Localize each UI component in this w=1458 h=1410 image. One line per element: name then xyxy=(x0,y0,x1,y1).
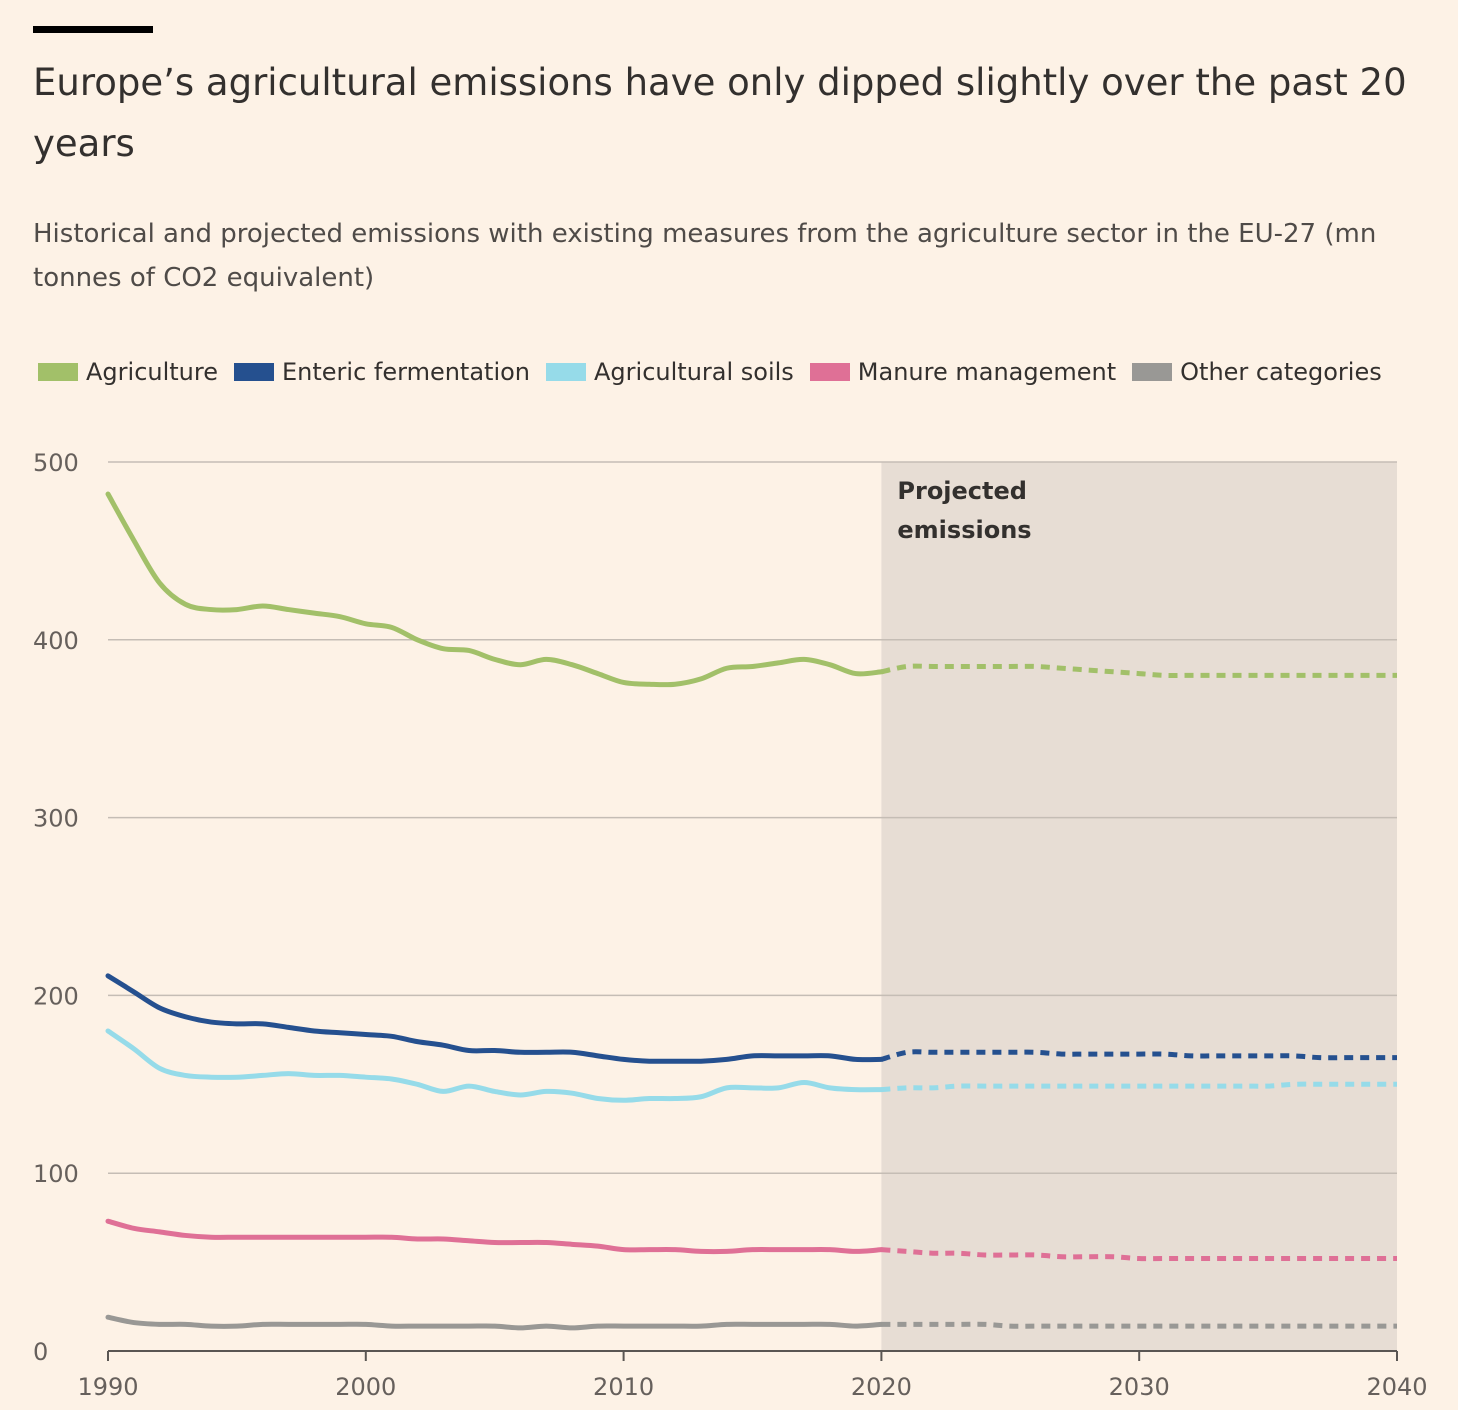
chart-subtitle: Historical and projected emissions with … xyxy=(33,219,1377,293)
legend-item: Manure management xyxy=(809,358,1117,386)
legend-item: Enteric fermentation xyxy=(234,358,530,386)
y-tick-label: 500 xyxy=(33,449,79,477)
y-tick-label: 200 xyxy=(33,982,79,1010)
legend-label: Enteric fermentation xyxy=(282,358,531,386)
legend-label: Agriculture xyxy=(86,358,218,386)
legend-swatch xyxy=(234,363,274,381)
projection-annotation: Projected emissions xyxy=(897,477,1031,544)
series-line-historical xyxy=(105,1028,884,1103)
chart-title: Europe’s agricultural emissions have onl… xyxy=(33,61,1407,165)
y-tick-label: 0 xyxy=(33,1338,48,1366)
series-line-historical xyxy=(105,491,884,688)
legend-label: Manure management xyxy=(857,358,1117,386)
series-line-projected xyxy=(881,1247,1397,1262)
legend-swatch xyxy=(1132,363,1173,381)
series-line-historical xyxy=(105,973,884,1064)
legend-swatch xyxy=(809,363,850,381)
projection-shade xyxy=(881,462,1397,1351)
x-tick-label: 2030 xyxy=(1109,1373,1170,1401)
y-tick-label: 100 xyxy=(33,1160,79,1188)
gridlines: 0 100 200 300 400 500 xyxy=(33,449,1397,1366)
chart-legend: Agriculture Enteric fermentation Agricultu… xyxy=(38,358,1398,386)
legend-swatch xyxy=(546,363,587,381)
series-line-historical xyxy=(105,1314,884,1331)
x-tick-label: 1990 xyxy=(77,1373,138,1401)
x-tick-label: 2040 xyxy=(1366,1373,1427,1401)
legend-swatch xyxy=(38,363,78,381)
series-line-projected xyxy=(881,1081,1397,1093)
series-line-historical xyxy=(105,1218,884,1255)
axes: 1990 2000 2010 2020 2030 2040 xyxy=(77,1350,1428,1401)
header-accent-bar xyxy=(33,26,153,33)
legend-label: Other categories xyxy=(1180,358,1382,386)
legend-item: Other categories xyxy=(1132,358,1382,386)
x-tick-label: 2020 xyxy=(851,1373,912,1401)
series-line-projected xyxy=(880,663,1397,678)
series-line-projected xyxy=(880,1049,1397,1062)
y-tick-label: 300 xyxy=(33,805,79,833)
series-lines xyxy=(105,491,1397,1331)
legend-item: Agriculture xyxy=(38,358,218,386)
series-line-projected xyxy=(881,1321,1397,1329)
legend-label: Agricultural soils xyxy=(594,358,794,386)
legend-item: Agricultural soils xyxy=(546,358,794,386)
x-tick-label: 2010 xyxy=(593,1373,654,1401)
y-tick-label: 400 xyxy=(33,627,79,655)
x-tick-label: 2000 xyxy=(335,1373,396,1401)
